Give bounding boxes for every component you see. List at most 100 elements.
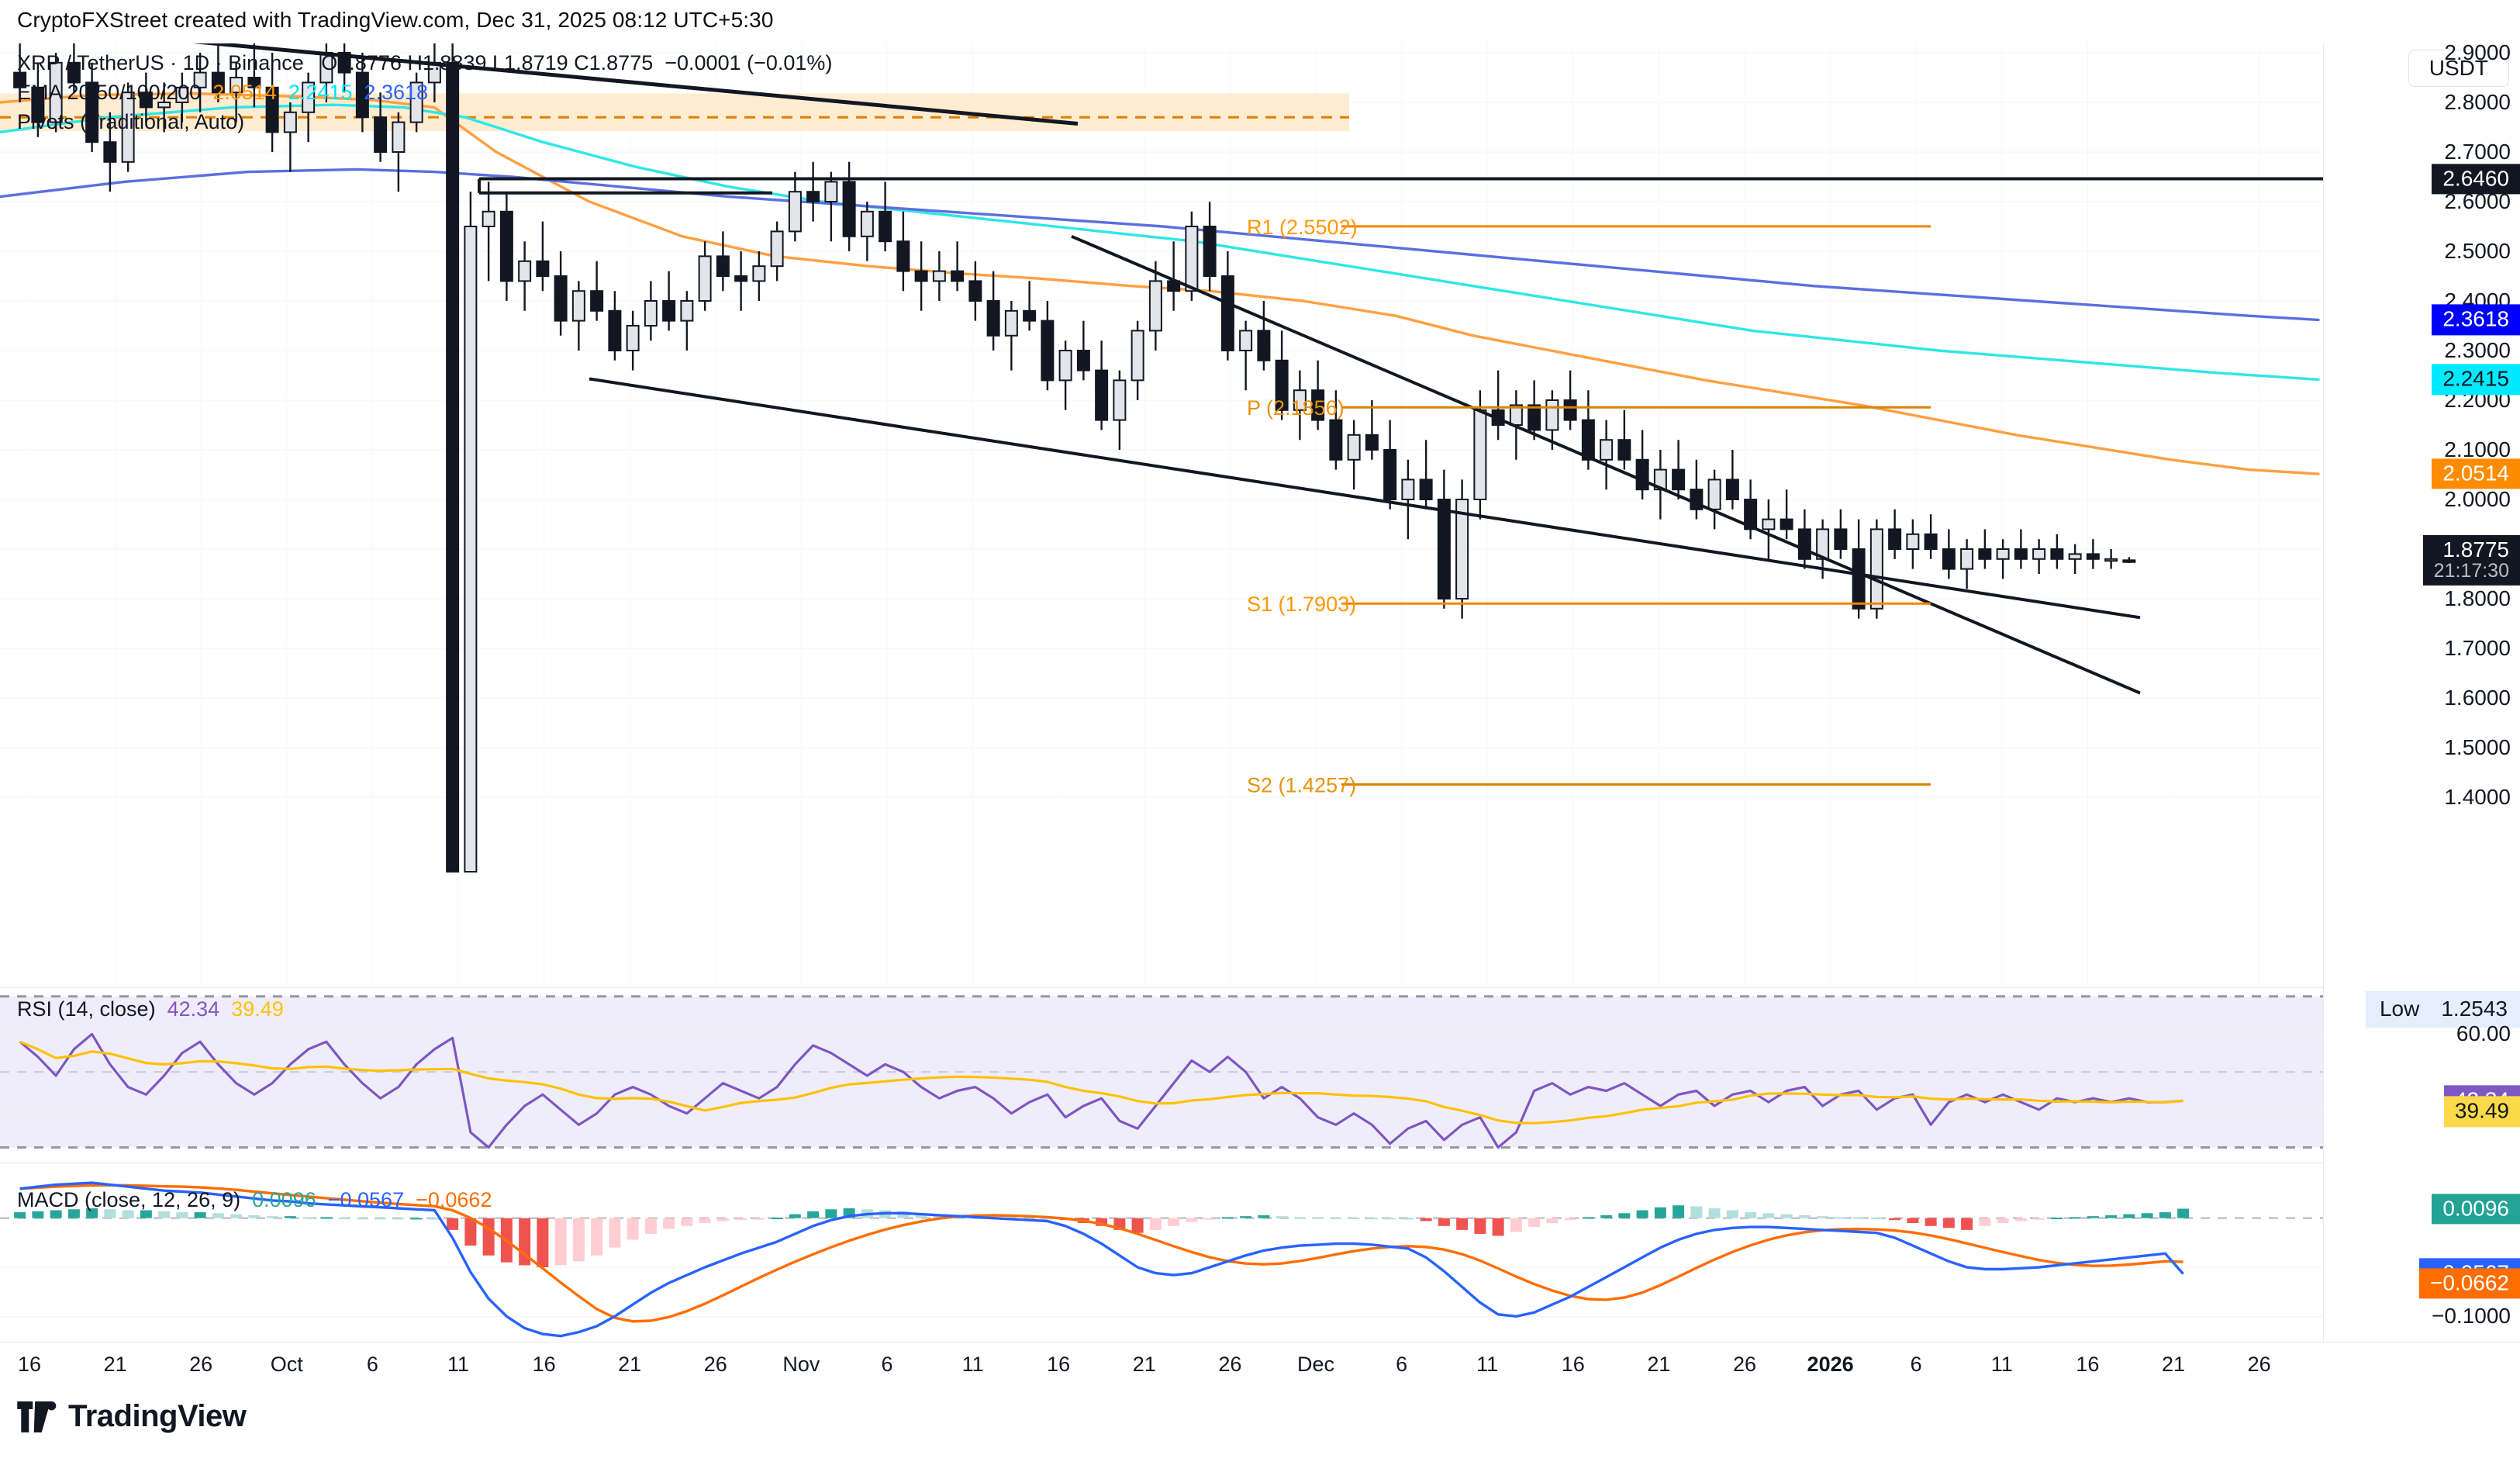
time-tick: Nov <box>782 1353 820 1376</box>
price-tick: 2.8000 <box>2444 90 2511 114</box>
price-axis[interactable]: USDT 2.9000 2.8000 2.7000 2.6000 2.5000 2.400… <box>2323 40 2520 1341</box>
time-tick: 11 <box>961 1353 984 1376</box>
rsi-pane[interactable] <box>0 989 2323 1163</box>
price-chart-canvas: R2 (2.9455)R1 (2.5502)P (2.1856)S1 (1.79… <box>0 43 2323 987</box>
time-tick: 21 <box>1132 1353 1156 1376</box>
legend-interval[interactable]: 1D <box>182 51 210 74</box>
low-chip-label: Low <box>2379 997 2420 1021</box>
tradingview-mark-icon <box>17 1401 57 1432</box>
time-tick: 2026 <box>1807 1353 1854 1376</box>
price-tick: 2.7000 <box>2444 140 2511 164</box>
price-tick: 1.8000 <box>2444 586 2511 610</box>
time-tick: 16 <box>17 1353 42 1376</box>
badge-countdown: 21:17:30 <box>2433 559 2509 582</box>
legend-low-value: 1.8719 <box>504 51 568 74</box>
time-tick: 26 <box>1218 1353 1242 1376</box>
time-tick: 6 <box>366 1353 378 1376</box>
legend-change-pct: (−0.01%) <box>747 51 833 74</box>
rsi-value: 42.34 <box>167 997 220 1021</box>
macd-signal-value: −0.0662 <box>416 1188 492 1211</box>
legend-high-label: H <box>407 51 423 74</box>
price-tick: 2.5000 <box>2444 239 2511 263</box>
ema50-value: 2.2415 <box>288 81 353 104</box>
time-tick: Oct <box>270 1353 303 1376</box>
time-tick: 11 <box>1990 1353 2013 1376</box>
legend-exchange[interactable]: Binance <box>228 51 304 74</box>
price-tick: 2.0000 <box>2444 487 2511 511</box>
legend-sep-2: · <box>215 51 223 74</box>
time-tick: 6 <box>881 1353 893 1376</box>
price-tick: 1.4000 <box>2444 785 2511 809</box>
pivots-legend-title[interactable]: Pivots (Traditional, Auto) <box>17 110 245 133</box>
legend-sep-1: · <box>170 51 178 74</box>
price-badge-black: 2.6460 <box>2432 163 2520 195</box>
macd-pane[interactable] <box>0 1164 2323 1341</box>
ema-legend-title[interactable]: EMA 20/50/100/200 <box>17 81 202 104</box>
time-tick: 16 <box>1047 1353 1071 1376</box>
price-tick: 2.1000 <box>2444 437 2511 461</box>
footer: TradingView <box>0 1388 2520 1472</box>
time-tick: 6 <box>1910 1353 1922 1376</box>
legend-low-label: L <box>492 51 505 74</box>
legend-close-label: C <box>574 51 589 74</box>
symbol-legend[interactable]: XRP / TetherUS · 1D · Binance O1.8776 H1… <box>17 48 832 78</box>
pivot-label-s2: S2 (1.4257) <box>1247 774 1356 797</box>
price-badge-black: 1.8775 21:17:30 <box>2422 535 2520 586</box>
legend-symbol[interactable]: XRP / TetherUS <box>17 51 164 74</box>
price-tick: 1.5000 <box>2444 735 2511 759</box>
low-chip-value: 1.2543 <box>2441 997 2508 1021</box>
pivot-label-r1: R1 (2.5502) <box>1247 216 1358 239</box>
tradingview-wordmark: TradingView <box>68 1399 247 1433</box>
macd-legend-title[interactable]: MACD (close, 12, 26, 9) <box>17 1188 241 1211</box>
rsi-legend-title[interactable]: RSI (14, close) <box>17 997 156 1021</box>
time-tick: 16 <box>532 1353 556 1376</box>
price-badge-blue: 2.3618 <box>2432 304 2520 336</box>
pivots-legend[interactable]: Pivots (Traditional, Auto) <box>17 107 244 136</box>
time-tick: 6 <box>1396 1353 1408 1376</box>
time-tick: 26 <box>703 1353 727 1376</box>
time-tick: Dec <box>1296 1353 1335 1376</box>
pivot-label-p: P (2.1856) <box>1247 396 1345 420</box>
time-tick: 26 <box>2247 1353 2271 1376</box>
pane-divider-rsi <box>0 987 2323 988</box>
ema20-value: 2.0514 <box>212 81 277 104</box>
time-tick: 21 <box>103 1353 127 1376</box>
legend-change: −0.0001 <box>665 51 741 74</box>
pivot-label-s1: S1 (1.7903) <box>1247 593 1356 616</box>
ema100-value: 2.3618 <box>364 81 429 104</box>
macd-line-value: −0.0567 <box>327 1188 405 1211</box>
legend-close-value: 1.8775 <box>589 51 654 74</box>
time-tick: 21 <box>618 1353 642 1376</box>
price-chart-pane[interactable]: R2 (2.9455)R1 (2.5502)P (2.1856)S1 (1.79… <box>0 43 2323 987</box>
macd-badge-orange2: −0.0662 <box>2419 1267 2520 1299</box>
legend-open-label: O <box>321 51 338 74</box>
time-tick: 11 <box>447 1353 470 1376</box>
macd-legend[interactable]: MACD (close, 12, 26, 9) 0.0096 −0.0567 −… <box>17 1185 492 1215</box>
ema-legend[interactable]: EMA 20/50/100/200 2.0514 2.2415 2.3618 <box>17 78 428 107</box>
time-tick: 16 <box>2076 1353 2100 1376</box>
time-tick: 21 <box>2161 1353 2186 1376</box>
rsi-badge-yellow: 39.49 <box>2443 1096 2520 1127</box>
rsi-legend[interactable]: RSI (14, close) 42.34 39.49 <box>17 994 284 1024</box>
price-tick: 2.3000 <box>2444 338 2511 362</box>
rsi-canvas <box>0 995 2323 1149</box>
legend-high-value: 1.8839 <box>422 51 487 74</box>
time-tick: 11 <box>1476 1353 1499 1376</box>
rsi-ma-value: 39.49 <box>231 997 284 1021</box>
price-badge-cyan: 2.2415 <box>2432 364 2520 396</box>
time-tick: 26 <box>1732 1353 1757 1376</box>
time-axis[interactable]: 16 21 26 Oct 6 11 16 21 26 Nov 6 11 16 21 26 Dec 6 11 16 21… <box>0 1342 2520 1388</box>
price-tick: 1.6000 <box>2444 686 2511 710</box>
tradingview-logo[interactable]: TradingView <box>17 1399 247 1434</box>
macd-tick: −0.1000 <box>2432 1304 2511 1329</box>
price-tick: 1.7000 <box>2444 636 2511 660</box>
macd-badge-teal: 0.0096 <box>2432 1193 2520 1225</box>
time-tick: 21 <box>1647 1353 1671 1376</box>
rsi-tick: 60.00 <box>2456 1021 2511 1046</box>
legend-open-value: 1.8776 <box>337 51 402 74</box>
time-tick: 26 <box>189 1353 213 1376</box>
currency-chip[interactable]: USDT <box>2408 50 2509 87</box>
low-price-chip: Low 1.2543 <box>2365 991 2520 1028</box>
macd-canvas <box>0 1181 2323 1338</box>
badge-value: 1.8775 <box>2442 537 2509 562</box>
